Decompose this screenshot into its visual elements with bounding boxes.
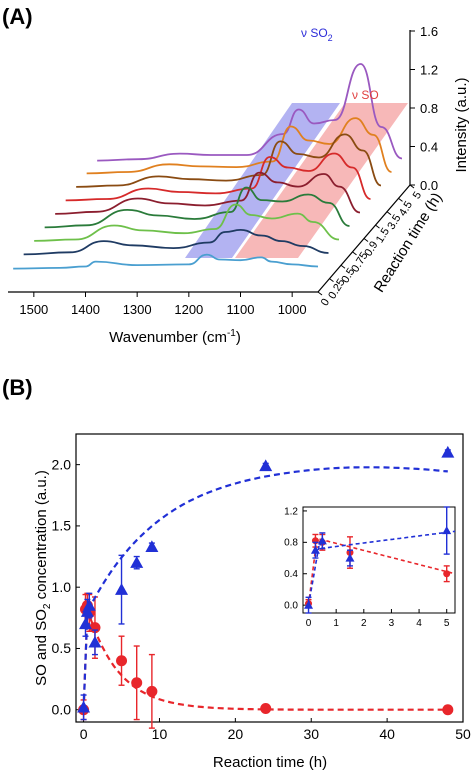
main-y-tick-label: 0.0	[52, 701, 72, 717]
main-y-tick-label: 1.5	[52, 518, 72, 534]
intensity-tick-label: 1.6	[420, 24, 438, 39]
inset-so2-point	[442, 526, 452, 535]
main-y-tick-label: 2.0	[52, 456, 72, 472]
time-tick-mark	[375, 224, 380, 229]
so-band-label: ν SO	[352, 88, 379, 102]
spectrum-line-0.75	[44, 186, 350, 229]
intensity-tick-label: 1.2	[420, 63, 438, 78]
intensity-tick-label: 0.8	[420, 101, 438, 116]
inset-frame	[302, 506, 456, 614]
inset-so2-point	[304, 600, 314, 609]
spectrum-line-3.5	[76, 133, 382, 188]
inset-so-fit-curve	[307, 537, 456, 606]
spectra-group	[13, 63, 403, 270]
main-so-point	[260, 703, 272, 715]
wavenumber-tick-label: 1500	[19, 302, 48, 317]
inset-x-tick-label: 0	[306, 618, 312, 629]
main-x-tick-label: 40	[379, 726, 395, 742]
main-so-point	[131, 677, 143, 689]
wavenumber-tick-label: 1200	[174, 302, 203, 317]
wavenumber-axis-label: Wavenumber (cm-1)	[109, 328, 241, 346]
inset-x-tick-label: 5	[444, 618, 450, 629]
main-plot-series	[77, 445, 455, 729]
main-so2-point	[259, 459, 273, 472]
inset-x-tick-label: 4	[416, 618, 422, 629]
time-tick-mark	[329, 278, 334, 283]
main-x-axis-label: Reaction time (h)	[213, 754, 327, 771]
main-so-point	[146, 685, 158, 697]
intensity-tick-label: 0.4	[420, 140, 438, 155]
inset-x-tick-label: 1	[333, 618, 339, 629]
time-tick-label: 0	[319, 297, 332, 309]
wavenumber-ticks: 1500 1400 1300 1200 1100 1000	[19, 292, 307, 317]
intensity-tick-label: 0.0	[420, 178, 438, 193]
inset-ticks: 0 1 2 3 4 5 0.0 0.4 0.8 1.2	[284, 506, 450, 629]
panel-b-label: (B)	[2, 375, 33, 400]
main-so2-point	[88, 635, 102, 648]
inset-so2-point	[310, 545, 320, 554]
main-x-tick-label: 50	[455, 726, 471, 742]
main-so2-point	[77, 700, 91, 713]
inset-series	[304, 506, 456, 614]
wavenumber-tick-label: 1000	[278, 302, 307, 317]
spectrum-line-5	[97, 63, 403, 162]
main-so2-point	[80, 605, 94, 617]
inset-y-tick-label: 0.0	[284, 600, 298, 611]
time-tick-label: 4.5	[397, 199, 415, 218]
time-tick-mark	[363, 238, 369, 242]
so-band	[235, 103, 408, 258]
wavenumber-tick-label: 1100	[227, 302, 255, 317]
time-tick-mark	[317, 291, 323, 296]
inset-y-tick-label: 0.8	[284, 538, 298, 549]
main-y-tick-label: 1.0	[52, 579, 72, 595]
intensity-axis-label: Intensity (a.u.)	[453, 77, 470, 172]
main-so2-point	[441, 445, 455, 458]
inset-y-tick-label: 1.2	[284, 506, 298, 517]
main-so-point	[442, 704, 454, 716]
intensity-ticks: 0.0 0.4 0.8 1.2 1.6	[410, 24, 438, 193]
wavenumber-tick-label: 1400	[71, 302, 100, 317]
time-tick-mark	[398, 197, 403, 202]
wavenumber-tick-label: 1300	[123, 302, 152, 317]
main-so2-point	[115, 583, 129, 595]
spectrum-line-0.25	[23, 228, 329, 256]
main-y-axis-label: SO and SO2 concentration (a.u.)	[33, 470, 53, 686]
main-x-tick-label: 20	[228, 726, 244, 742]
inset-x-tick-label: 3	[389, 618, 395, 629]
inset-y-tick-label: 0.4	[284, 569, 298, 580]
main-x-tick-label: 10	[152, 726, 168, 742]
main-x-tick-label: 30	[303, 726, 319, 742]
time-tick-label: 5	[411, 190, 424, 202]
inset-so2-point	[317, 536, 327, 545]
spectrum-line-0	[13, 253, 319, 270]
so2-band-label: ν SO2	[301, 26, 333, 43]
inset-x-tick-label: 2	[361, 618, 367, 629]
main-y-tick-label: 0.5	[52, 640, 72, 656]
time-tick-mark	[409, 184, 415, 189]
main-so-fit-curve	[82, 608, 448, 711]
time-tick-mark	[340, 264, 346, 269]
main-x-tick-label: 0	[80, 726, 88, 742]
time-tick-mark	[386, 211, 392, 216]
main-plot-frame	[75, 433, 464, 723]
spectrum-line-4.5	[86, 117, 392, 175]
main-so2-point	[130, 556, 144, 568]
time-tick-mark	[352, 251, 357, 256]
main-so2-point	[145, 540, 159, 552]
main-so-point	[116, 655, 128, 667]
main-so2-fit-curve	[82, 466, 448, 710]
inset-so-point	[443, 570, 451, 578]
main-so2-point	[82, 599, 96, 611]
spectrum-line-0.5	[34, 203, 340, 242]
panel-a-label: (A)	[2, 4, 33, 29]
spectrum-line-0.9	[55, 171, 361, 215]
inset-so2-point	[345, 553, 355, 562]
main-plot-ticks: 0 10 20 30 40 500.00.51.01.52.0	[52, 456, 471, 742]
